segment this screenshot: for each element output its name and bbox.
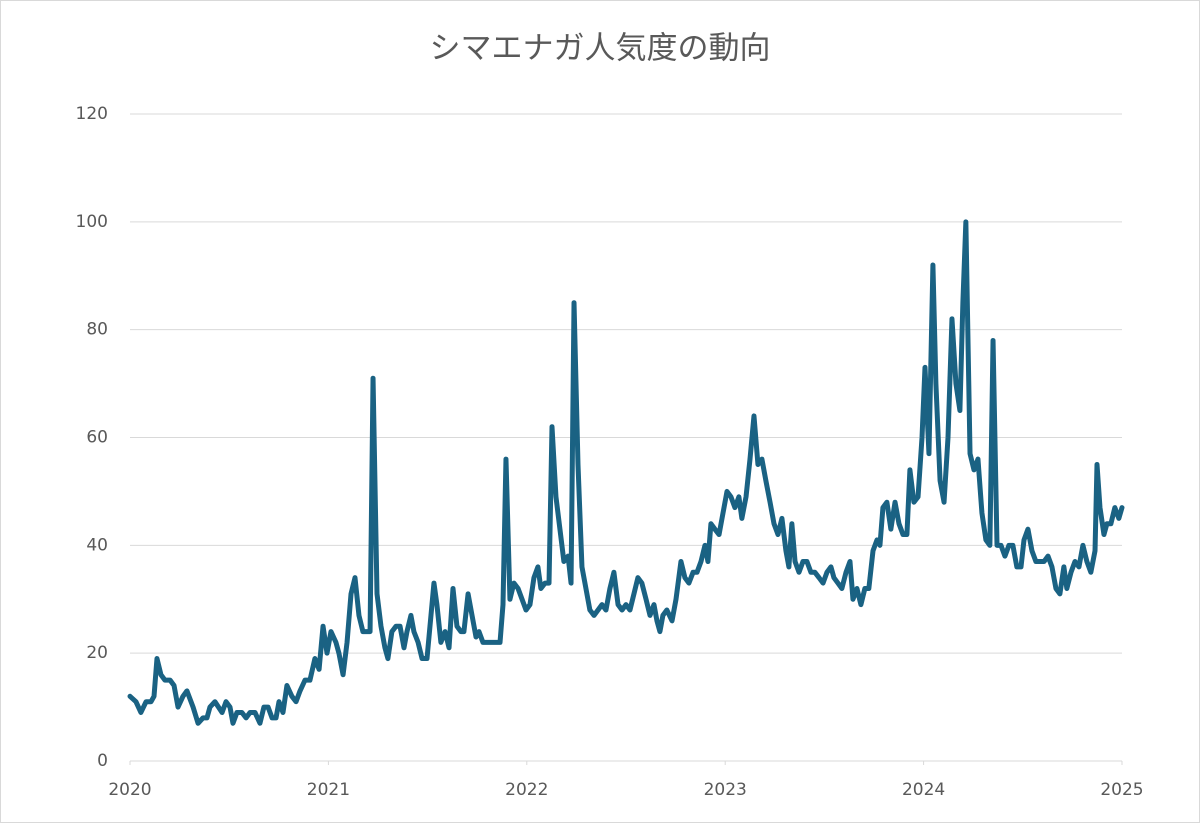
y-tick-label: 20 — [86, 643, 108, 663]
x-tick-label: 2021 — [307, 780, 350, 800]
chart-title: シマエナガ人気度の動向 — [430, 31, 771, 67]
x-tick-label: 2022 — [505, 780, 548, 800]
series-line — [127, 219, 1125, 726]
y-tick-label: 80 — [86, 320, 108, 340]
y-tick-label: 60 — [86, 428, 108, 448]
y-tick-label: 100 — [76, 212, 108, 232]
x-tick-label: 2025 — [1100, 780, 1143, 800]
x-tick-label: 2020 — [108, 780, 151, 800]
x-tick-label: 2024 — [902, 780, 945, 800]
y-tick-label: 40 — [86, 535, 108, 555]
x-tick-label: 2023 — [704, 780, 747, 800]
y-tick-label: 0 — [97, 751, 108, 771]
y-tick-label: 120 — [76, 104, 108, 124]
